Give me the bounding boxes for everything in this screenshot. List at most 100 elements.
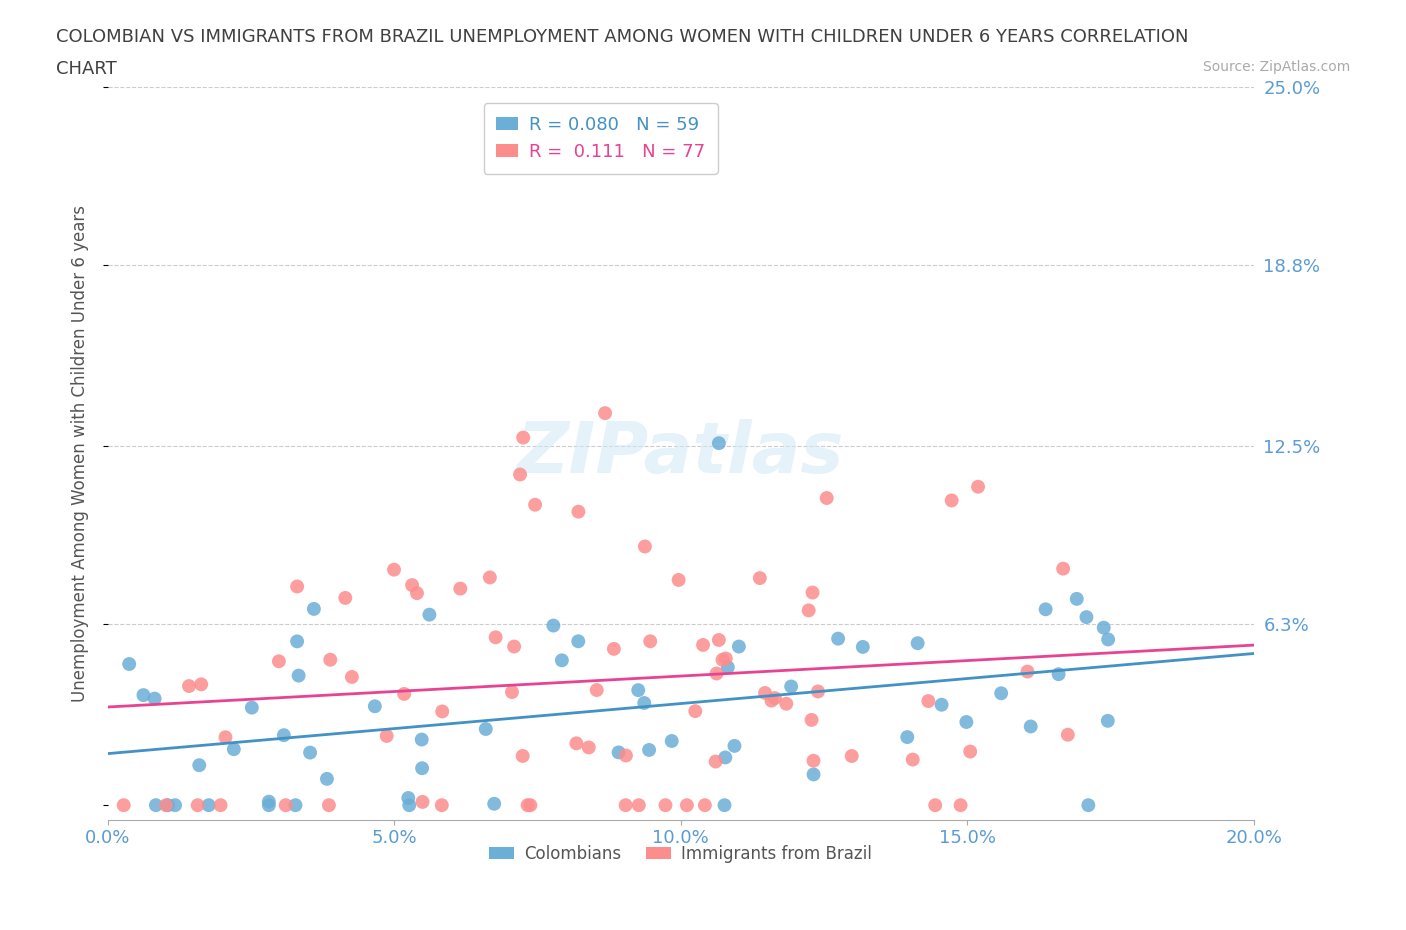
Point <box>112 798 135 813</box>
Point <box>949 798 972 813</box>
Point <box>931 698 953 712</box>
Point <box>474 722 496 737</box>
Point <box>668 573 690 588</box>
Point <box>319 652 342 667</box>
Point <box>633 696 655 711</box>
Point <box>841 749 863 764</box>
Point <box>634 539 657 554</box>
Point <box>1092 620 1115 635</box>
Point <box>593 405 616 420</box>
Point <box>412 794 434 809</box>
Point <box>714 750 737 764</box>
Point <box>516 798 538 813</box>
Point <box>551 653 574 668</box>
Point <box>654 798 676 813</box>
Point <box>967 479 990 494</box>
Point <box>364 698 387 713</box>
Point <box>585 683 607 698</box>
Text: COLOMBIAN VS IMMIGRANTS FROM BRAZIL UNEMPLOYMENT AMONG WOMEN WITH CHILDREN UNDER: COLOMBIAN VS IMMIGRANTS FROM BRAZIL UNEM… <box>56 28 1188 46</box>
Point <box>803 753 825 768</box>
Point <box>907 636 929 651</box>
Point <box>707 632 730 647</box>
Point <box>190 677 212 692</box>
Point <box>1017 664 1039 679</box>
Point <box>257 794 280 809</box>
Point <box>478 570 501 585</box>
Text: CHART: CHART <box>56 60 117 78</box>
Point <box>707 436 730 451</box>
Point <box>187 798 209 813</box>
Point <box>803 767 825 782</box>
Point <box>318 798 340 813</box>
Point <box>754 685 776 700</box>
Point <box>627 683 650 698</box>
Point <box>941 493 963 508</box>
Point <box>302 602 325 617</box>
Point <box>214 730 236 745</box>
Point <box>775 697 797 711</box>
Point <box>375 728 398 743</box>
Y-axis label: Unemployment Among Women with Children Under 6 years: Unemployment Among Women with Children U… <box>72 205 89 702</box>
Point <box>1097 713 1119 728</box>
Point <box>693 798 716 813</box>
Text: Source: ZipAtlas.com: Source: ZipAtlas.com <box>1202 60 1350 74</box>
Point <box>501 684 523 699</box>
Legend: Colombians, Immigrants from Brazil: Colombians, Immigrants from Brazil <box>482 839 879 870</box>
Point <box>1076 610 1098 625</box>
Point <box>285 634 308 649</box>
Point <box>118 657 141 671</box>
Point <box>512 749 534 764</box>
Point <box>723 738 745 753</box>
Point <box>1035 602 1057 617</box>
Point <box>543 618 565 633</box>
Point <box>990 685 1012 700</box>
Point <box>801 585 824 600</box>
Point <box>676 798 699 813</box>
Point <box>578 740 600 755</box>
Point <box>392 686 415 701</box>
Point <box>1056 727 1078 742</box>
Point <box>896 730 918 745</box>
Point <box>607 745 630 760</box>
Point <box>156 798 179 813</box>
Point <box>335 591 357 605</box>
Point <box>316 771 339 786</box>
Point <box>661 734 683 749</box>
Point <box>411 761 433 776</box>
Point <box>197 798 219 813</box>
Point <box>917 694 939 709</box>
Point <box>763 691 786 706</box>
Point <box>519 798 541 813</box>
Point <box>627 798 650 813</box>
Point <box>638 742 661 757</box>
Point <box>714 651 737 666</box>
Point <box>222 742 245 757</box>
Point <box>267 654 290 669</box>
Text: ZIPatlas: ZIPatlas <box>517 418 845 488</box>
Point <box>143 691 166 706</box>
Point <box>748 571 770 586</box>
Point <box>512 430 534 445</box>
Point <box>685 704 707 719</box>
Point <box>299 745 322 760</box>
Point <box>165 798 187 813</box>
Point <box>188 758 211 773</box>
Point <box>145 798 167 813</box>
Point <box>411 732 433 747</box>
Point <box>406 586 429 601</box>
Point <box>603 642 626 657</box>
Point <box>155 798 177 813</box>
Point <box>285 579 308 594</box>
Point <box>418 607 440 622</box>
Point <box>1019 719 1042 734</box>
Point <box>713 798 735 813</box>
Point <box>396 790 419 805</box>
Point <box>807 684 830 699</box>
Point <box>717 659 740 674</box>
Point <box>1066 591 1088 606</box>
Point <box>524 498 547 512</box>
Point <box>711 652 734 667</box>
Point <box>240 700 263 715</box>
Point <box>382 563 405 578</box>
Point <box>482 796 505 811</box>
